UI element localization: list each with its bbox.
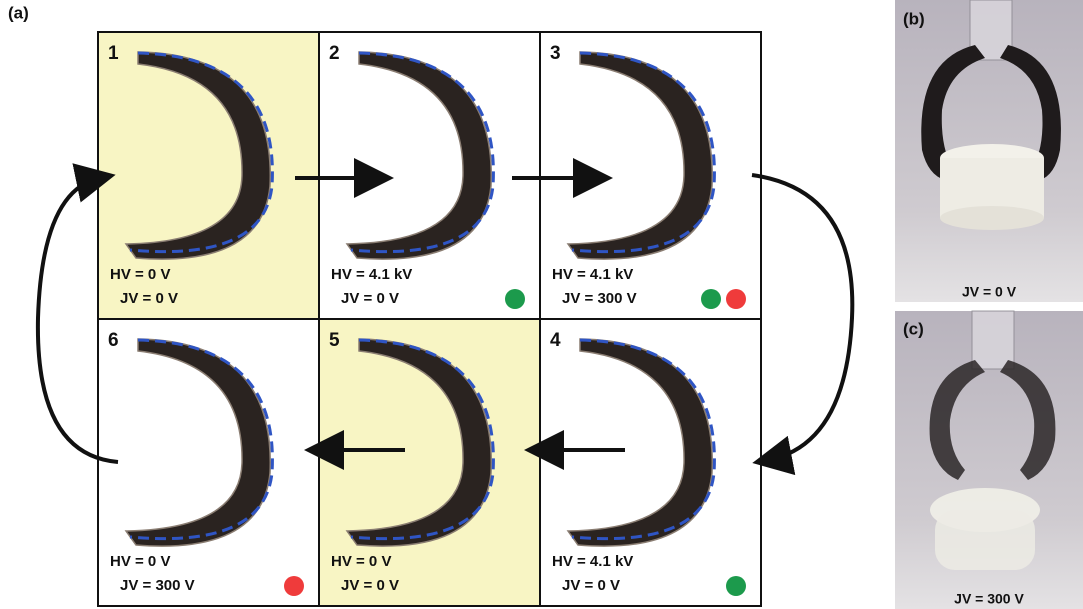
status-dot	[726, 576, 746, 596]
jv-label: JV = 0 V	[341, 577, 399, 594]
panel-number: 4	[550, 330, 561, 351]
figure: 1 HV = 0 V JV = 0 V 2 HV = 4.1 kV JV = 0 V 3 HV…	[0, 0, 1083, 609]
panel: 5 HV = 0 V JV = 0 V	[319, 319, 540, 606]
photo-caption: JV = 300 V	[954, 591, 1024, 607]
jv-label: JV = 300 V	[562, 290, 637, 307]
hv-label: HV = 4.1 kV	[552, 266, 633, 283]
status-dot	[726, 289, 746, 309]
panel-label: (b)	[903, 9, 925, 28]
panel: 3 HV = 4.1 kV JV = 300 V	[540, 32, 761, 319]
panel-grid: 1 HV = 0 V JV = 0 V 2 HV = 4.1 kV JV = 0 V 3 HV…	[98, 32, 761, 606]
panel-number: 6	[108, 330, 119, 351]
photo-caption: JV = 0 V	[962, 284, 1017, 300]
panel-number: 3	[550, 43, 561, 64]
jv-label: JV = 0 V	[120, 290, 178, 307]
panel: 1 HV = 0 V JV = 0 V	[98, 32, 319, 319]
photo: JV = 0 V (b)	[895, 0, 1083, 302]
jv-label: JV = 0 V	[562, 577, 620, 594]
jv-label: JV = 0 V	[341, 290, 399, 307]
panel: 2 HV = 4.1 kV JV = 0 V	[319, 32, 540, 319]
panel-number: 5	[329, 330, 340, 351]
panel-number: 2	[329, 43, 340, 64]
hv-label: HV = 4.1 kV	[552, 553, 633, 570]
hv-label: HV = 0 V	[110, 553, 170, 570]
status-dot	[701, 289, 721, 309]
hv-label: HV = 0 V	[331, 553, 391, 570]
arrow	[752, 175, 852, 460]
photo: JV = 300 V (c)	[895, 311, 1083, 609]
panel-label: (c)	[903, 319, 924, 338]
hv-label: HV = 4.1 kV	[331, 266, 412, 283]
status-dot	[505, 289, 525, 309]
panel: 6 HV = 0 V JV = 300 V	[98, 319, 319, 606]
panel: 4 HV = 4.1 kV JV = 0 V	[540, 319, 761, 606]
hv-label: HV = 0 V	[110, 266, 170, 283]
panel-label: (a)	[8, 3, 29, 22]
status-dot	[284, 576, 304, 596]
panel-number: 1	[108, 43, 119, 64]
jv-label: JV = 300 V	[120, 577, 195, 594]
